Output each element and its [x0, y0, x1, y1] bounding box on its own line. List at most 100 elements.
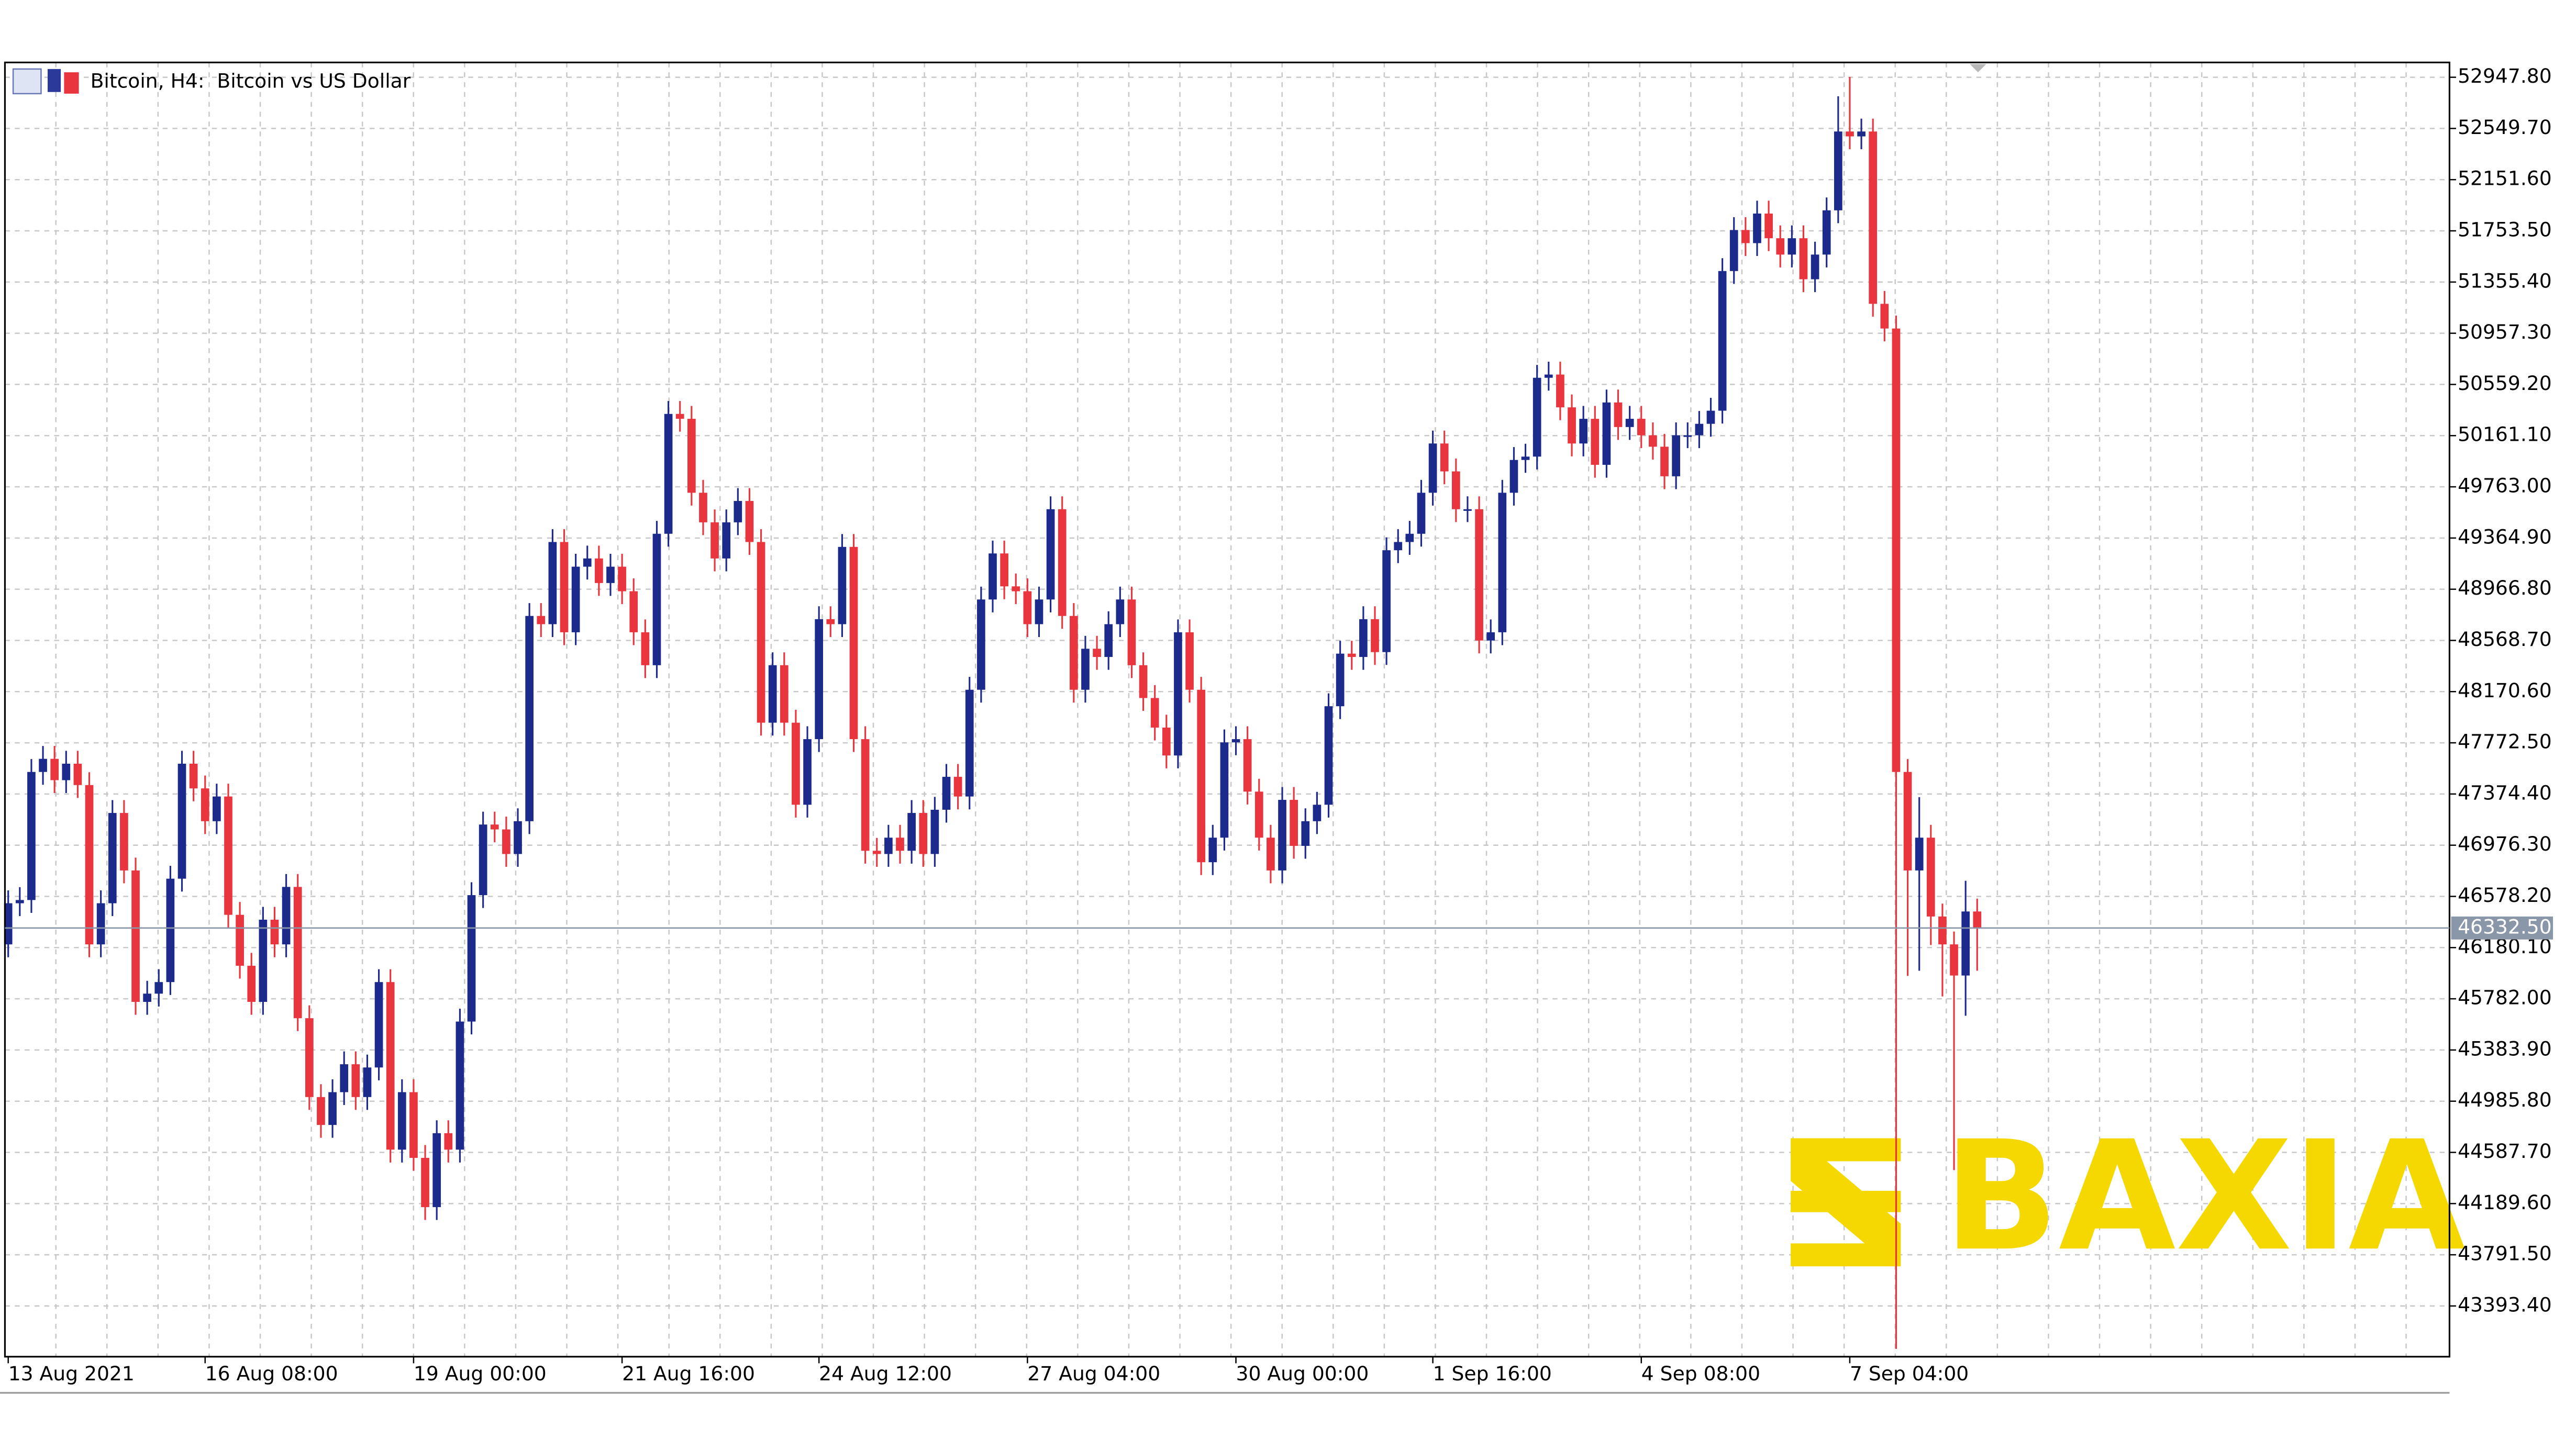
candle-body — [1926, 838, 1935, 917]
candle-body — [1614, 402, 1623, 427]
candle-body — [1336, 653, 1345, 707]
candle-body — [815, 619, 824, 740]
candle-body — [374, 982, 383, 1068]
logo-bar — [1791, 1190, 1901, 1212]
candle-body — [652, 533, 661, 665]
candle-body — [641, 632, 650, 665]
candle-body — [432, 1133, 441, 1208]
candle-body — [1254, 791, 1263, 838]
candle-body — [1324, 706, 1333, 805]
candle-body — [989, 553, 997, 600]
y-tick-label: 52549.70 — [2458, 116, 2552, 139]
candle-body — [1359, 619, 1368, 657]
candle-body — [675, 414, 684, 419]
candle-body — [189, 763, 198, 789]
candle-body — [664, 414, 673, 534]
y-tick-label: 48966.80 — [2458, 576, 2552, 599]
candle-body — [792, 722, 800, 805]
candle-body — [1035, 599, 1043, 624]
candle-body — [907, 813, 916, 851]
candle-body — [884, 838, 893, 854]
candle-body — [699, 493, 707, 522]
candle-body — [1649, 435, 1657, 447]
y-tick-label: 50957.30 — [2458, 320, 2552, 343]
candle-body — [270, 920, 279, 945]
candle-body — [1544, 374, 1553, 378]
candle-body — [734, 501, 742, 522]
candle-body — [1081, 649, 1090, 690]
candle-body — [1938, 916, 1947, 945]
y-tick-label: 45383.90 — [2458, 1037, 2552, 1060]
candle-body — [629, 591, 638, 632]
candle-body — [247, 965, 256, 1002]
candle-body — [1023, 591, 1032, 624]
candle-body — [1672, 435, 1680, 476]
x-tick-label: 27 Aug 04:00 — [1027, 1362, 1160, 1385]
candle-body — [154, 982, 163, 994]
candle-body — [1000, 553, 1008, 587]
candle-body — [1069, 616, 1078, 690]
candle-body — [1834, 131, 1842, 210]
candle-body — [4, 903, 13, 945]
candle-body — [896, 838, 904, 851]
y-tick-label: 52151.60 — [2458, 167, 2552, 190]
candle-body — [1116, 599, 1125, 624]
candle-body — [213, 796, 221, 821]
candle-body — [1174, 632, 1182, 756]
y-tick-label: 45782.00 — [2458, 986, 2552, 1009]
candle-body — [259, 920, 268, 1002]
candle-body — [1533, 377, 1541, 457]
candle-body — [953, 777, 962, 797]
x-tick-label: 19 Aug 00:00 — [414, 1362, 547, 1385]
x-tick-label: 7 Sep 04:00 — [1850, 1362, 1969, 1385]
y-tick-label: 44587.70 — [2458, 1140, 2552, 1163]
candle-body — [548, 542, 557, 624]
candle-body — [1150, 698, 1159, 728]
candle-body — [73, 763, 82, 785]
candle-body — [618, 566, 626, 591]
y-tick-label: 49763.00 — [2458, 474, 2552, 497]
candle-body — [1197, 689, 1206, 863]
candle-body — [1568, 407, 1576, 444]
candle-body — [1950, 944, 1958, 976]
candle-body — [965, 689, 974, 797]
y-tick-label: 49364.90 — [2458, 525, 2552, 548]
candle-body — [757, 542, 765, 723]
candle-body — [1220, 742, 1229, 838]
candle-body — [108, 813, 117, 903]
candle-body — [1231, 739, 1240, 743]
candle-body — [1093, 649, 1101, 657]
candle-body — [1822, 210, 1831, 255]
candle-body — [1880, 304, 1889, 329]
candle-body — [826, 619, 835, 624]
x-tick-label: 30 Aug 00:00 — [1236, 1362, 1369, 1385]
candle-body — [282, 887, 291, 945]
candle-body — [1139, 665, 1148, 698]
candle-body — [514, 821, 522, 854]
x-tick-label: 24 Aug 12:00 — [819, 1362, 952, 1385]
candle-body — [1185, 632, 1194, 690]
candle-body — [838, 546, 847, 624]
candle-body — [1869, 131, 1878, 304]
candle-body — [1787, 238, 1796, 255]
candle-body — [143, 994, 151, 1002]
chart-title: Bitcoin, H4: Bitcoin vs US Dollar — [91, 69, 411, 92]
candle-body — [1104, 624, 1113, 657]
candle-body — [490, 824, 499, 830]
candle-body — [27, 772, 36, 900]
candle-body — [444, 1133, 453, 1150]
candle-body — [1718, 271, 1727, 411]
candle-body — [328, 1092, 337, 1125]
candle-body — [537, 616, 546, 624]
x-tick-label: 16 Aug 08:00 — [205, 1362, 338, 1385]
candle-body — [1394, 542, 1403, 551]
candle-body — [1278, 800, 1286, 870]
candle-body — [606, 566, 615, 583]
candle-body — [1695, 423, 1704, 436]
candles — [4, 77, 1982, 1349]
candle-body — [224, 796, 232, 915]
candle-body — [1729, 230, 1738, 271]
candle-body — [1799, 238, 1808, 280]
